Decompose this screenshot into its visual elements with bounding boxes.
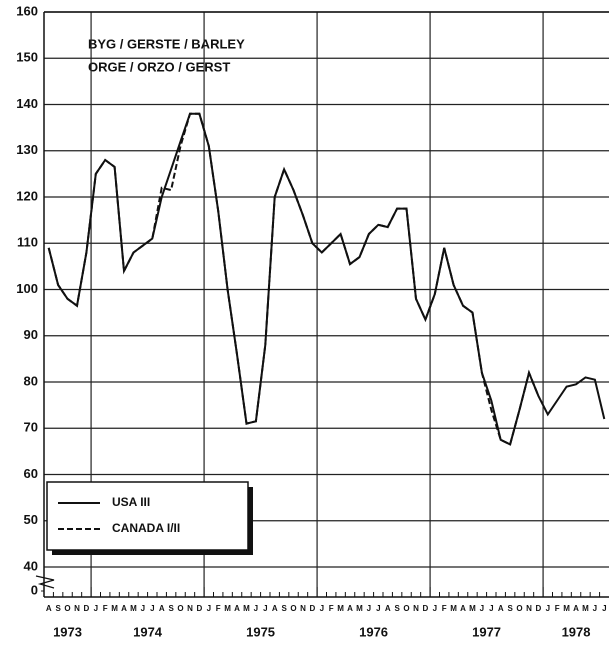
x-tick-label: O: [177, 604, 183, 613]
x-tick-label: F: [103, 604, 108, 613]
x-tick-label: O: [64, 604, 70, 613]
chart-title: ORGE / ORZO / GERST: [88, 59, 230, 74]
x-tick-label: J: [376, 604, 380, 613]
x-tick-label: S: [507, 604, 513, 613]
y-tick-label: 140: [16, 96, 38, 111]
y-tick-label: 110: [17, 235, 38, 250]
x-tick-label: S: [394, 604, 400, 613]
x-tick-label: A: [121, 604, 127, 613]
x-tick-label: D: [422, 604, 428, 613]
x-tick-label: M: [450, 604, 457, 613]
x-tick-label: A: [46, 604, 52, 613]
x-tick-label: A: [159, 604, 165, 613]
legend: [46, 481, 249, 551]
y-tick-label: 90: [24, 327, 38, 342]
y-tick-label: 130: [16, 142, 38, 157]
x-tick-label: J: [480, 604, 484, 613]
series-line: [47, 112, 606, 446]
legend-label: CANADA I/II: [112, 521, 180, 535]
x-tick-label: J: [150, 604, 154, 613]
x-tick-label: M: [224, 604, 231, 613]
x-tick-label: S: [281, 604, 287, 613]
x-tick-label: D: [83, 604, 89, 613]
x-tick-label: M: [337, 604, 344, 613]
x-tick-label: F: [216, 604, 221, 613]
x-tick-label: J: [593, 604, 597, 613]
x-tick-label: O: [403, 604, 409, 613]
y-tick-label: 160: [16, 3, 38, 18]
x-tick-label: J: [254, 604, 258, 613]
x-tick-label: J: [367, 604, 371, 613]
x-tick-label: M: [130, 604, 137, 613]
x-tick-label: A: [498, 604, 504, 613]
y-tick-label: 40: [24, 558, 38, 573]
x-tick-label: J: [141, 604, 145, 613]
x-tick-label: M: [469, 604, 476, 613]
y-tick-label: 70: [24, 420, 38, 435]
y-tick-label: 80: [24, 373, 38, 388]
x-tick-label: J: [489, 604, 493, 613]
x-tick-label: N: [526, 604, 532, 613]
year-label: 1976: [359, 624, 388, 639]
x-tick-label: J: [94, 604, 98, 613]
x-tick-label: N: [300, 604, 306, 613]
y-tick-label: 120: [16, 188, 38, 203]
y-tick-label: 50: [24, 512, 38, 527]
x-tick-label: D: [309, 604, 315, 613]
y-tick-label: 150: [16, 50, 38, 65]
year-label: 1973: [53, 624, 82, 639]
x-tick-label: D: [196, 604, 202, 613]
x-tick-label: N: [187, 604, 193, 613]
x-tick-label: M: [243, 604, 250, 613]
year-label: 1978: [562, 624, 591, 639]
chart-title: BYG / GERSTE / BARLEY: [88, 36, 245, 51]
x-tick-label: S: [168, 604, 174, 613]
x-tick-label: A: [573, 604, 579, 613]
title-backdrop: [70, 28, 280, 84]
axis-break: [35, 575, 55, 589]
x-tick-label: J: [263, 604, 267, 613]
x-tick-label: N: [74, 604, 80, 613]
x-tick-label: J: [433, 604, 437, 613]
year-label: 1974: [133, 624, 163, 639]
x-tick-label: O: [290, 604, 296, 613]
x-tick-label: M: [111, 604, 118, 613]
x-tick-label: J: [207, 604, 211, 613]
x-tick-label: A: [385, 604, 391, 613]
x-tick-label: F: [442, 604, 447, 613]
x-tick-label: A: [234, 604, 240, 613]
x-tick-label: F: [555, 604, 560, 613]
x-tick-label: O: [516, 604, 522, 613]
x-tick-label: S: [55, 604, 61, 613]
x-tick-label: A: [460, 604, 466, 613]
y-tick-label: 100: [16, 281, 38, 296]
x-tick-label: J: [546, 604, 550, 613]
y-tick-label: 0: [31, 582, 38, 597]
year-label: 1975: [246, 624, 275, 639]
x-tick-label: A: [347, 604, 353, 613]
y-tick-label: 60: [24, 466, 38, 481]
year-label: 1977: [472, 624, 501, 639]
x-tick-label: D: [535, 604, 541, 613]
x-tick-label: J: [320, 604, 324, 613]
x-tick-label: J: [602, 604, 606, 613]
x-tick-label: M: [356, 604, 363, 613]
legend-label: USA III: [112, 495, 150, 509]
series-line: [47, 112, 540, 446]
x-tick-label: N: [413, 604, 419, 613]
x-tick-label: M: [582, 604, 589, 613]
x-tick-label: M: [563, 604, 570, 613]
x-tick-label: F: [329, 604, 334, 613]
x-tick-label: A: [272, 604, 278, 613]
